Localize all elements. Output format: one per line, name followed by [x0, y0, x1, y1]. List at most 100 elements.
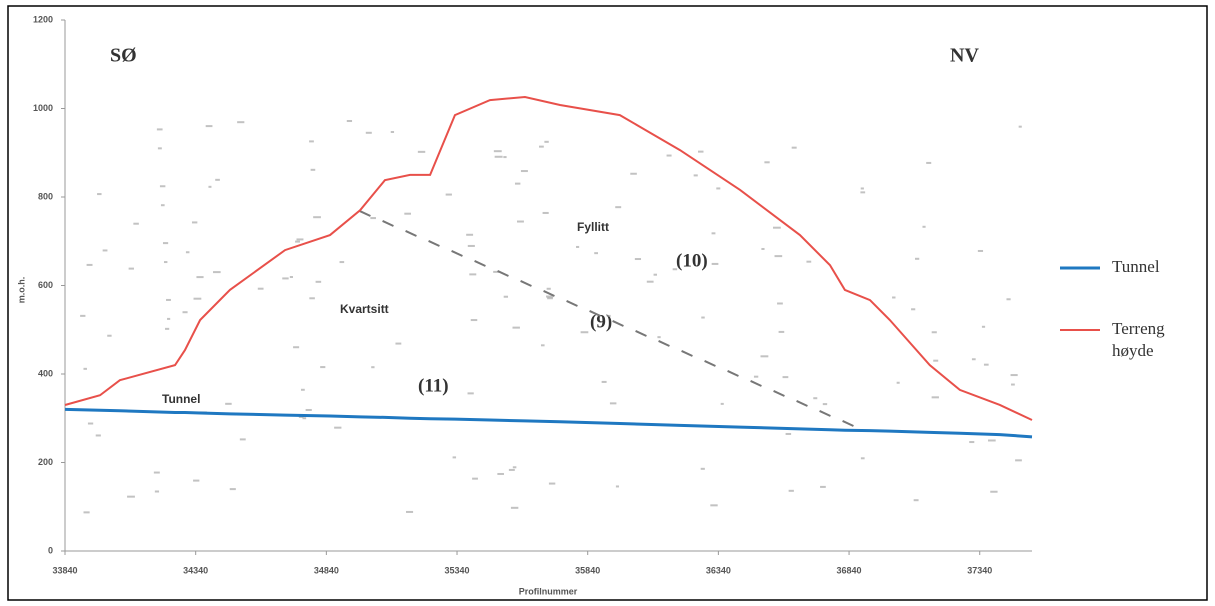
rock-pattern: [606, 314, 611, 317]
fault-dash: [658, 340, 670, 347]
legend-label: Tunnel: [1112, 257, 1160, 276]
rock-pattern: [156, 128, 163, 131]
frame: [7, 5, 1208, 601]
rock-pattern: [933, 359, 939, 362]
rock-pattern: [540, 344, 545, 347]
rock-pattern: [892, 296, 896, 299]
rock-pattern: [237, 121, 245, 124]
annotation: Fyllitt: [577, 220, 609, 234]
y-tick-label: 600: [38, 280, 53, 290]
rock-pattern: [508, 468, 515, 471]
rock-pattern: [520, 170, 528, 173]
y-tick-label: 1200: [33, 14, 53, 24]
rock-pattern: [546, 287, 551, 290]
series-line: [64, 95, 1033, 421]
rock-pattern: [295, 240, 301, 243]
fault-dash: [589, 310, 601, 317]
y-tick-label: 1000: [33, 103, 53, 113]
rock-pattern: [609, 402, 617, 405]
rock-pattern: [298, 415, 304, 418]
rock-pattern: [167, 317, 171, 320]
rock-pattern: [406, 510, 414, 513]
rock-pattern: [80, 314, 86, 317]
rock-pattern: [546, 295, 554, 298]
rock-pattern: [813, 397, 818, 400]
rock-pattern: [710, 504, 718, 507]
rock-pattern: [196, 276, 204, 279]
rock-pattern: [107, 334, 112, 337]
rock-pattern: [971, 358, 976, 361]
rock-pattern: [1018, 125, 1022, 128]
rock-pattern: [615, 206, 622, 209]
fault-dash: [635, 330, 647, 337]
rock-pattern: [716, 187, 721, 190]
rock-pattern: [580, 331, 589, 334]
rock-pattern: [494, 155, 503, 158]
rock-pattern: [390, 131, 395, 134]
rock-pattern: [1015, 459, 1022, 462]
rock-pattern: [646, 280, 654, 283]
x-tick-label: 35840: [575, 565, 600, 575]
rock-pattern: [594, 252, 598, 255]
annotation: Tunnel: [162, 392, 200, 406]
rock-pattern: [788, 489, 794, 492]
rock-pattern: [544, 140, 549, 143]
rock-pattern: [1006, 298, 1011, 301]
rock-pattern: [601, 380, 607, 383]
rock-pattern: [913, 499, 919, 502]
rock-pattern: [302, 417, 307, 420]
x-tick-label: 33840: [52, 565, 77, 575]
rock-pattern: [191, 221, 198, 224]
fault-dash: [451, 250, 463, 257]
rock-pattern: [493, 270, 499, 273]
rock-pattern: [630, 172, 637, 175]
annotation: (9): [590, 311, 612, 332]
rock-pattern: [806, 260, 812, 263]
rock-pattern: [931, 396, 939, 399]
rock-pattern: [182, 311, 188, 314]
fault-dash: [612, 320, 624, 327]
x-tick-label: 35340: [445, 565, 470, 575]
fault-dash: [497, 270, 509, 277]
rock-pattern: [760, 355, 769, 358]
rock-pattern: [512, 466, 517, 469]
rock-pattern: [510, 506, 519, 509]
rock-pattern: [469, 273, 477, 276]
rock-pattern: [339, 261, 345, 264]
rock-pattern: [95, 434, 101, 437]
rock-pattern: [700, 467, 705, 470]
rock-pattern: [697, 150, 704, 153]
fault-dash: [727, 370, 739, 377]
rock-pattern: [97, 193, 102, 196]
rock-pattern: [293, 346, 300, 349]
rock-pattern: [615, 485, 620, 488]
rock-pattern: [346, 120, 353, 123]
series-line: [64, 407, 1033, 439]
rock-pattern: [764, 161, 770, 164]
rock-pattern: [988, 439, 996, 442]
rock-pattern: [127, 495, 135, 498]
fault-dash: [773, 390, 785, 397]
rock-pattern: [981, 325, 986, 328]
rock-pattern: [472, 477, 478, 480]
rock-pattern: [365, 131, 372, 134]
rock-pattern: [239, 438, 246, 441]
rock-pattern: [83, 511, 90, 514]
x-axis-label: Profilnummer: [519, 586, 578, 596]
rock-pattern: [185, 251, 190, 254]
rock-pattern: [305, 408, 312, 411]
rock-pattern: [166, 298, 171, 301]
rock-pattern: [701, 316, 705, 319]
annotation: Kvartsitt: [340, 302, 389, 316]
y-tick-label: 400: [38, 368, 53, 378]
rock-pattern: [417, 150, 426, 153]
x-tick-label: 36340: [706, 565, 731, 575]
rock-pattern: [315, 280, 322, 283]
rock-pattern: [860, 457, 865, 460]
rock-pattern: [711, 232, 716, 235]
rock-pattern: [395, 342, 402, 345]
rock-pattern: [1011, 383, 1015, 386]
rock-pattern: [497, 472, 504, 475]
rock-pattern: [576, 245, 580, 248]
